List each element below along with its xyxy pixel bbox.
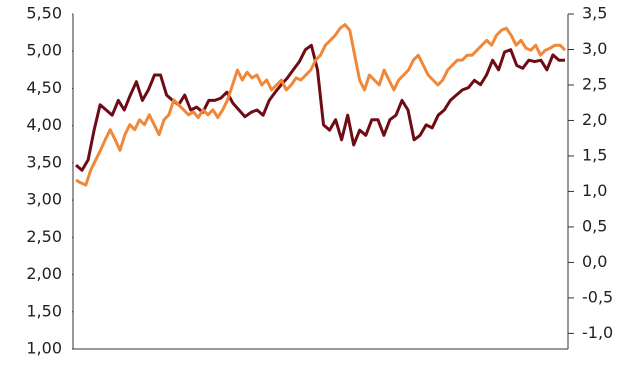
y2-tick-label: 2,0 — [582, 110, 607, 129]
y-tick-label: 5,50 — [26, 4, 62, 23]
series-line — [75, 23, 567, 187]
y-tick-label: 3,00 — [26, 190, 62, 209]
y2-tick-label: 1,5 — [582, 145, 607, 164]
y2-tick-label: -1,0 — [582, 323, 613, 342]
y2-tick-label: 3,0 — [582, 39, 607, 58]
y-tick-label: 3,50 — [26, 152, 62, 171]
y2-tick-label: 1,0 — [582, 181, 607, 200]
y2-tick-label: 2,5 — [582, 74, 607, 93]
y2-tick-label: 0,0 — [582, 252, 607, 271]
y-tick-label: 5,00 — [26, 41, 62, 60]
y-tick-label: 4,00 — [26, 115, 62, 134]
series-line — [75, 43, 565, 172]
y-tick-label: 1,50 — [26, 301, 62, 320]
y-tick-label: 2,50 — [26, 227, 62, 246]
y2-tick-label: 0,5 — [582, 216, 607, 235]
y2-tick-label: 3,5 — [582, 4, 607, 23]
y-tick-label: 1,00 — [26, 339, 62, 358]
y-tick-label: 4,50 — [26, 78, 62, 97]
y2-tick-label: -0,5 — [582, 287, 613, 306]
y-tick-label: 2,00 — [26, 264, 62, 283]
